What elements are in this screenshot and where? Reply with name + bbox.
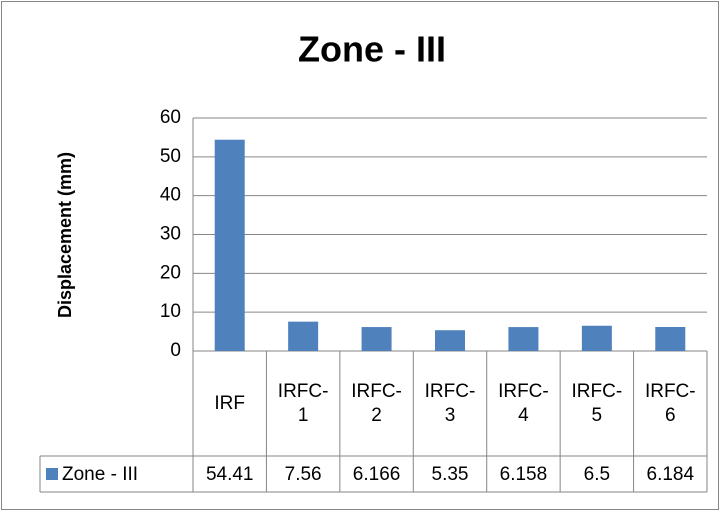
- x-tick-label-box: IRF: [193, 353, 266, 454]
- data-table-value: 6.166: [353, 464, 401, 485]
- bar: [508, 327, 539, 351]
- y-tick-label: 20: [160, 262, 181, 283]
- bar: [288, 321, 319, 351]
- y-axis-label: Displacement (mm): [55, 152, 75, 318]
- x-tick-label-box: IRFC-5: [560, 353, 633, 454]
- x-tick-label-cell: IRFC-2: [340, 353, 413, 454]
- data-table-value: 6.5: [584, 464, 610, 485]
- x-tick-label: IRFC-3: [424, 380, 476, 426]
- x-tick-label-cell: IRFC-6: [634, 353, 707, 454]
- x-tick-label-cell: IRFC-3: [413, 353, 486, 454]
- bar: [361, 327, 392, 351]
- bar: [655, 326, 686, 351]
- y-tick-label: 50: [160, 146, 181, 167]
- bar: [214, 139, 245, 351]
- x-tick-label: IRFC-4: [498, 380, 549, 426]
- data-table-value: 5.35: [432, 464, 469, 485]
- x-tick-label: IRFC-1: [277, 380, 329, 426]
- x-tick-label-box: IRFC-6: [634, 353, 707, 454]
- x-tick-label-cell: IRFC-1: [266, 353, 339, 454]
- bar: [435, 330, 465, 351]
- x-tick-label-cell: IRFC-5: [560, 353, 633, 454]
- x-tick-label-box: IRFC-3: [413, 353, 486, 454]
- x-tick-label: IRFC-5: [571, 380, 623, 426]
- data-table-value: 6.158: [500, 464, 548, 485]
- x-tick-label-cell: IRFC-4: [487, 353, 560, 454]
- y-tick-label: 0: [170, 340, 181, 361]
- data-table-value: 54.41: [206, 464, 254, 485]
- x-tick-label-box: IRFC-1: [266, 353, 339, 454]
- y-tick-label: 60: [160, 107, 181, 128]
- y-tick-label: 30: [160, 224, 181, 245]
- x-tick-label: IRFC-2: [351, 380, 402, 426]
- y-tick-label: 40: [160, 185, 181, 206]
- x-tick-label-cell: IRF: [193, 353, 266, 454]
- bar: [581, 325, 612, 351]
- x-tick-label-box: IRFC-2: [340, 353, 413, 454]
- x-tick-label: IRF: [214, 392, 245, 414]
- data-table-value: 7.56: [285, 464, 322, 485]
- x-tick-label: IRFC-6: [644, 380, 696, 426]
- legend-label: Zone - III: [62, 464, 138, 485]
- y-tick-label: 10: [160, 301, 181, 322]
- legend-swatch: [46, 468, 58, 480]
- data-table-value: 6.184: [647, 464, 695, 485]
- x-tick-label-box: IRFC-4: [487, 353, 560, 454]
- chart-title: Zone - III: [298, 29, 446, 70]
